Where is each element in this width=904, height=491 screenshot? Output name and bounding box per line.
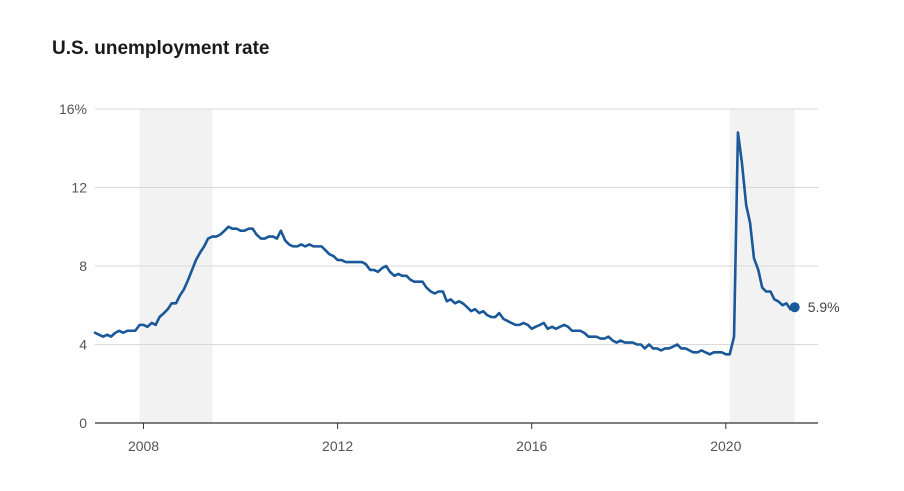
- unemployment-rate-line: [93, 131, 797, 356]
- x-tick-label: 2016: [516, 438, 547, 454]
- y-tick-label: 16%: [59, 101, 87, 117]
- label-layer: 0 4 8 12 16% 2008 2012 2016 2020 5.9%: [59, 101, 840, 454]
- x-tick-label: 2008: [128, 438, 159, 454]
- end-point-marker: [789, 302, 800, 313]
- series-layer: [93, 131, 800, 356]
- y-tick-label: 8: [79, 258, 87, 274]
- chart-title: U.S. unemployment rate: [52, 38, 270, 59]
- x-tick-label: 2020: [710, 438, 741, 454]
- gridlines-layer: [95, 108, 818, 345]
- y-tick-label: 4: [79, 337, 87, 353]
- y-tick-label: 12: [71, 180, 87, 196]
- end-value-label: 5.9%: [808, 299, 840, 315]
- x-tick-label: 2012: [322, 438, 353, 454]
- axis-layer: [95, 422, 818, 429]
- y-tick-label: 0: [79, 415, 87, 431]
